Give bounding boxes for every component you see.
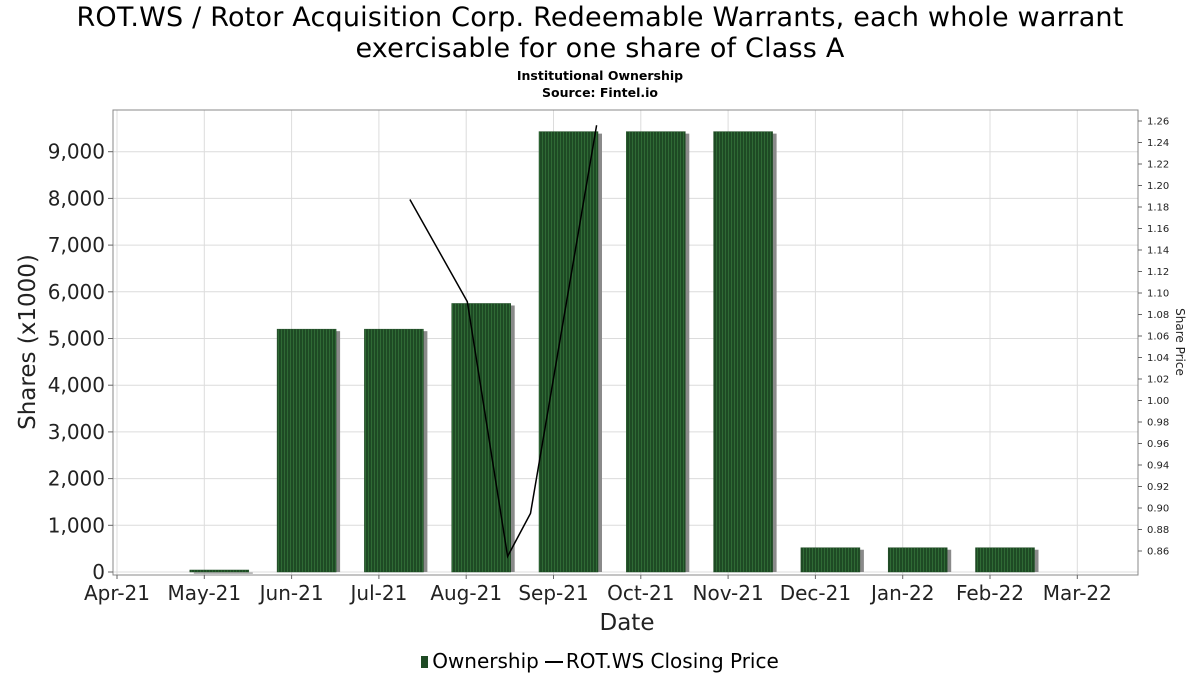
y-tick-label: 5,000 (48, 327, 105, 351)
chart-subtitle: Institutional Ownership (516, 68, 684, 83)
grid (113, 110, 1138, 575)
y2-tick-label: 1.20 (1147, 181, 1169, 192)
y-tick-label: 9,000 (48, 140, 105, 164)
y-tick-label: 1,000 (48, 513, 105, 537)
x-tick-label: Oct-21 (607, 581, 674, 605)
bars (189, 131, 1039, 574)
ownership-bar-jul-21 (364, 328, 424, 573)
y2-tick-label: 1.06 (1147, 332, 1169, 343)
bar-shadow (193, 572, 253, 574)
legend-ownership: Ownership (421, 648, 539, 674)
ownership-bar-aug-21 (451, 303, 511, 573)
ownership-bar-sep-21 (538, 131, 599, 573)
ownership-bar-jan-22 (887, 547, 948, 573)
y2-tick-label: 0.86 (1147, 547, 1169, 558)
price-line (409, 125, 598, 559)
x-tick-label: Apr-21 (84, 581, 150, 605)
ownership-bar-nov-21 (713, 131, 773, 573)
y-tick-label: 7,000 (48, 233, 105, 257)
x-tick-label: Jul-21 (349, 581, 408, 605)
x-axis-title: Date (600, 610, 655, 636)
x-tick-label: Sep-21 (518, 581, 588, 605)
price-line-layer (409, 125, 598, 559)
legend: Ownership ROT.WS Closing Price (0, 646, 1200, 674)
x-tick-label: Nov-21 (693, 581, 764, 605)
y2-tick-label: 1.00 (1147, 396, 1169, 407)
x-tick-label: Dec-21 (780, 581, 851, 605)
ownership-bar-feb-22 (975, 547, 1035, 573)
y-axis-title: Shares (x1000) (15, 254, 41, 430)
ownership-bar-jun-21 (276, 328, 337, 573)
y-tick-label: 3,000 (48, 420, 105, 444)
plot-area-frame (112, 109, 1139, 576)
y-tick-label: 4,000 (48, 373, 105, 397)
y2-tick-label: 0.90 (1147, 504, 1169, 515)
y2-tick-label: 1.18 (1147, 203, 1169, 214)
x-tick-label: Jan-22 (869, 581, 935, 605)
chart-source: Source: Fintel.io (542, 85, 658, 100)
y-tick-label: 2,000 (48, 467, 105, 491)
legend-price-label: ROT.WS Closing Price (565, 648, 779, 673)
y2-tick-label: 1.22 (1147, 160, 1169, 171)
price-swatch (544, 661, 563, 663)
y2-tick-label: 1.10 (1147, 289, 1169, 300)
y2-tick-label: 0.92 (1147, 482, 1169, 493)
x-tick-label: Jun-21 (258, 581, 324, 605)
ownership-bar-dec-21 (800, 547, 861, 573)
axes: 0 1,000 2,000 3,000 4,000 5,000 6,000 7,000 8,00… (15, 117, 1187, 637)
y2-axis-title: Share Price (1173, 308, 1187, 376)
x-tick-label: Feb-22 (956, 581, 1024, 605)
x-tick-label: Aug-21 (430, 581, 502, 605)
y-tick-label: 6,000 (48, 280, 105, 304)
ownership-bar-may-21 (189, 569, 250, 573)
y2-tick-label: 0.98 (1147, 418, 1169, 429)
y-tick-label: 8,000 (48, 186, 105, 210)
y2-tick-label: 1.12 (1147, 267, 1169, 278)
y2-tick-label: 0.94 (1147, 461, 1169, 472)
ownership-swatch (421, 656, 429, 668)
y2-tick-label: 1.04 (1147, 353, 1169, 364)
x-tick-label: Mar-22 (1043, 581, 1112, 605)
y2-tick-label: 1.26 (1147, 117, 1169, 128)
y2-tick-label: 0.88 (1147, 525, 1169, 536)
x-tick-label: May-21 (167, 581, 241, 605)
y2-tick-label: 1.24 (1147, 138, 1169, 149)
chart-title-line-2: exercisable for one share of Class A (355, 33, 845, 64)
chart-title-line-1: ROT.WS / Rotor Acquisition Corp. Redeema… (76, 2, 1124, 33)
legend-price: ROT.WS Closing Price (539, 648, 779, 674)
y-tick-label: 0 (92, 560, 105, 584)
legend-ownership-label: Ownership (432, 648, 539, 673)
ownership-bar-oct-21 (626, 131, 686, 573)
y2-tick-label: 1.14 (1147, 246, 1169, 257)
y2-tick-label: 0.96 (1147, 439, 1169, 450)
chart-title: ROT.WS / Rotor Acquisition Corp. Redeema… (0, 2, 1200, 64)
y2-tick-label: 1.08 (1147, 310, 1169, 321)
y2-tick-label: 1.16 (1147, 224, 1169, 235)
y2-tick-label: 1.02 (1147, 375, 1169, 386)
